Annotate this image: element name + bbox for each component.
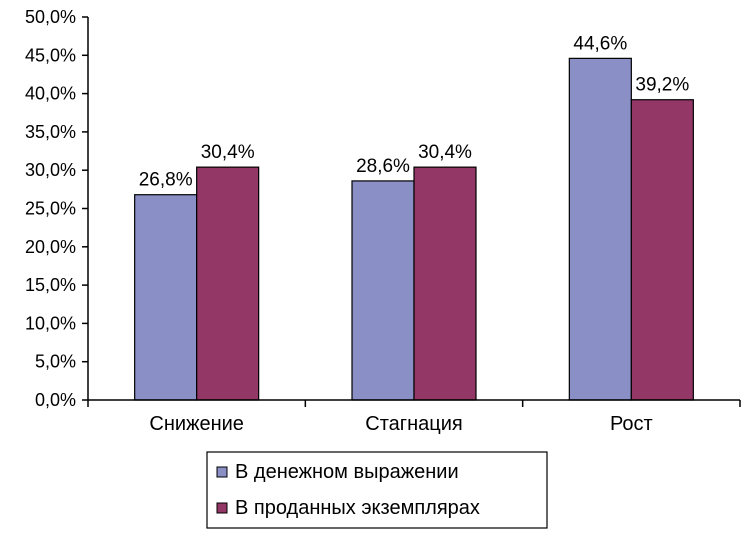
legend-swatch [216,466,228,478]
y-tick-label: 40,0% [25,84,76,104]
x-category-label: Снижение [149,413,244,435]
y-tick-label: 30,0% [25,160,76,180]
y-tick-label: 0,0% [35,390,76,410]
legend-label: В денежном выражении [235,461,459,483]
bar-0-0 [134,194,198,401]
x-axis: Снижение Стагнация Рост [87,399,741,435]
legend: В денежном выражении В проданных экземпля… [206,451,548,529]
y-tick-label: 10,0% [25,313,76,333]
data-label: 26,8% [139,170,193,191]
y-tick-label: 5,0% [35,352,76,372]
y-tick-label: 20,0% [25,237,76,257]
x-category-label: Рост [610,413,653,435]
y-axis: 0,0% 5,0% 10,0% 15,0% 20,0% 25,0% 30,0% 35,0% 40… [25,7,89,410]
x-category-label: Стагнация [365,413,462,435]
data-label: 30,4% [201,142,255,163]
legend-label: В проданных экземплярах [235,497,480,519]
y-tick-label: 15,0% [25,275,76,295]
bar-1-0 [351,180,415,401]
y-tick-label: 25,0% [25,199,76,219]
bar-2-0 [568,57,632,401]
bar-0-1 [196,166,260,401]
bars: 26,8% 30,4% 28,6% 30,4% 44,6% 39,2% [134,33,694,401]
data-label: 30,4% [418,142,472,163]
data-label: 44,6% [573,33,627,54]
data-label: 28,6% [356,156,410,177]
bar-2-1 [630,99,694,401]
legend-box [206,451,548,529]
y-tick-label: 45,0% [25,45,76,65]
data-label: 39,2% [635,75,689,96]
y-tick-label: 35,0% [25,122,76,142]
y-tick-label: 50,0% [25,7,76,27]
legend-swatch [216,502,228,514]
bar-1-1 [413,166,477,401]
